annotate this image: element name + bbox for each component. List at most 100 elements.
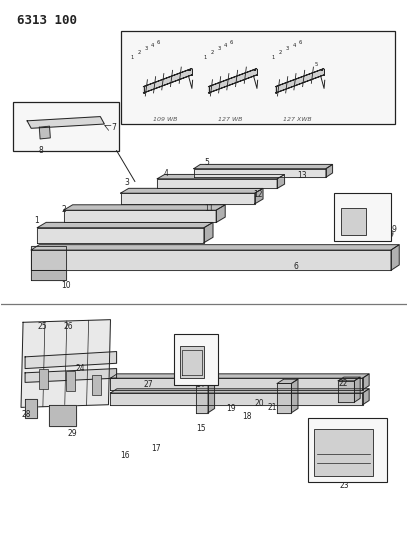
Text: 20: 20 [255, 399, 264, 408]
Polygon shape [194, 168, 326, 177]
Text: 1: 1 [271, 55, 275, 60]
Text: 2: 2 [137, 50, 141, 55]
Text: 27: 27 [143, 380, 153, 389]
Polygon shape [21, 320, 111, 407]
Polygon shape [31, 245, 399, 250]
Text: 1: 1 [204, 55, 207, 60]
Text: 4: 4 [224, 43, 227, 48]
Text: 3: 3 [286, 45, 289, 51]
Polygon shape [121, 188, 263, 193]
Text: 3: 3 [144, 45, 147, 51]
Text: 17: 17 [151, 444, 161, 453]
Polygon shape [196, 383, 208, 413]
Polygon shape [111, 389, 369, 393]
Polygon shape [291, 379, 298, 413]
Text: 3: 3 [125, 178, 130, 187]
Polygon shape [363, 389, 369, 405]
Text: 23: 23 [339, 481, 349, 490]
Polygon shape [31, 250, 391, 270]
Bar [341, 208, 366, 235]
Polygon shape [64, 210, 216, 222]
Polygon shape [196, 379, 215, 383]
Bar [13, 102, 119, 151]
Polygon shape [25, 368, 117, 382]
Text: 6: 6 [299, 40, 302, 45]
Polygon shape [326, 165, 333, 177]
Text: 2: 2 [211, 50, 214, 55]
Text: 13: 13 [297, 171, 307, 180]
Text: 4: 4 [163, 169, 168, 178]
Bar [121, 31, 395, 124]
Polygon shape [255, 188, 263, 204]
Polygon shape [338, 381, 355, 402]
Bar [180, 346, 204, 378]
Text: 11: 11 [204, 204, 213, 213]
Bar [66, 371, 75, 391]
Text: 28: 28 [21, 410, 31, 419]
Polygon shape [64, 205, 225, 210]
Polygon shape [194, 165, 333, 168]
Text: 29: 29 [68, 430, 78, 439]
Text: 109 WB: 109 WB [153, 117, 177, 123]
Polygon shape [111, 374, 369, 378]
Text: 6: 6 [230, 40, 233, 45]
Text: 8: 8 [39, 146, 44, 155]
Text: 26: 26 [64, 321, 73, 330]
Text: 6: 6 [293, 262, 298, 271]
Polygon shape [37, 222, 213, 228]
Polygon shape [27, 117, 104, 128]
Text: 21: 21 [267, 403, 277, 412]
Text: 22: 22 [338, 379, 348, 388]
Polygon shape [157, 179, 277, 188]
Text: 6313 100: 6313 100 [17, 14, 77, 27]
Polygon shape [363, 374, 369, 390]
Text: 127 WB: 127 WB [218, 117, 243, 123]
Text: 9: 9 [391, 225, 396, 234]
Polygon shape [338, 377, 360, 381]
Text: 7: 7 [112, 123, 117, 132]
Text: 18: 18 [243, 412, 252, 421]
Polygon shape [204, 222, 213, 243]
Text: 2: 2 [279, 50, 282, 55]
Text: 6: 6 [157, 40, 160, 45]
Text: 3: 3 [217, 45, 221, 51]
Text: 14: 14 [195, 380, 205, 389]
Text: 127 XWB: 127 XWB [283, 117, 312, 123]
Text: 24: 24 [76, 364, 86, 373]
Bar [334, 193, 391, 241]
Polygon shape [31, 246, 66, 270]
Polygon shape [391, 245, 399, 270]
Text: 2: 2 [61, 205, 66, 214]
Text: 4: 4 [293, 43, 296, 48]
Polygon shape [111, 393, 363, 405]
Polygon shape [25, 352, 117, 368]
Polygon shape [121, 193, 255, 204]
Text: 19: 19 [226, 405, 236, 414]
Text: 12: 12 [253, 190, 262, 199]
Polygon shape [277, 379, 298, 383]
Text: 10: 10 [61, 281, 71, 290]
Polygon shape [208, 69, 257, 93]
Polygon shape [355, 377, 360, 402]
Text: 16: 16 [121, 451, 130, 460]
Bar [173, 334, 218, 384]
Polygon shape [31, 270, 66, 280]
Text: 15: 15 [196, 424, 206, 433]
Polygon shape [39, 126, 50, 139]
Polygon shape [157, 174, 284, 179]
Text: 5: 5 [314, 62, 317, 67]
Polygon shape [111, 378, 363, 390]
Text: 25: 25 [37, 321, 47, 330]
Text: 4: 4 [150, 43, 154, 48]
Bar [92, 375, 101, 395]
Polygon shape [25, 399, 37, 418]
Bar [308, 418, 387, 482]
Polygon shape [37, 228, 204, 243]
Polygon shape [277, 174, 284, 188]
Text: 5: 5 [204, 158, 209, 167]
Text: 1: 1 [130, 55, 134, 60]
Bar [314, 429, 373, 477]
Polygon shape [49, 405, 76, 426]
Text: 1: 1 [35, 216, 39, 225]
Text: 9: 9 [388, 230, 393, 239]
